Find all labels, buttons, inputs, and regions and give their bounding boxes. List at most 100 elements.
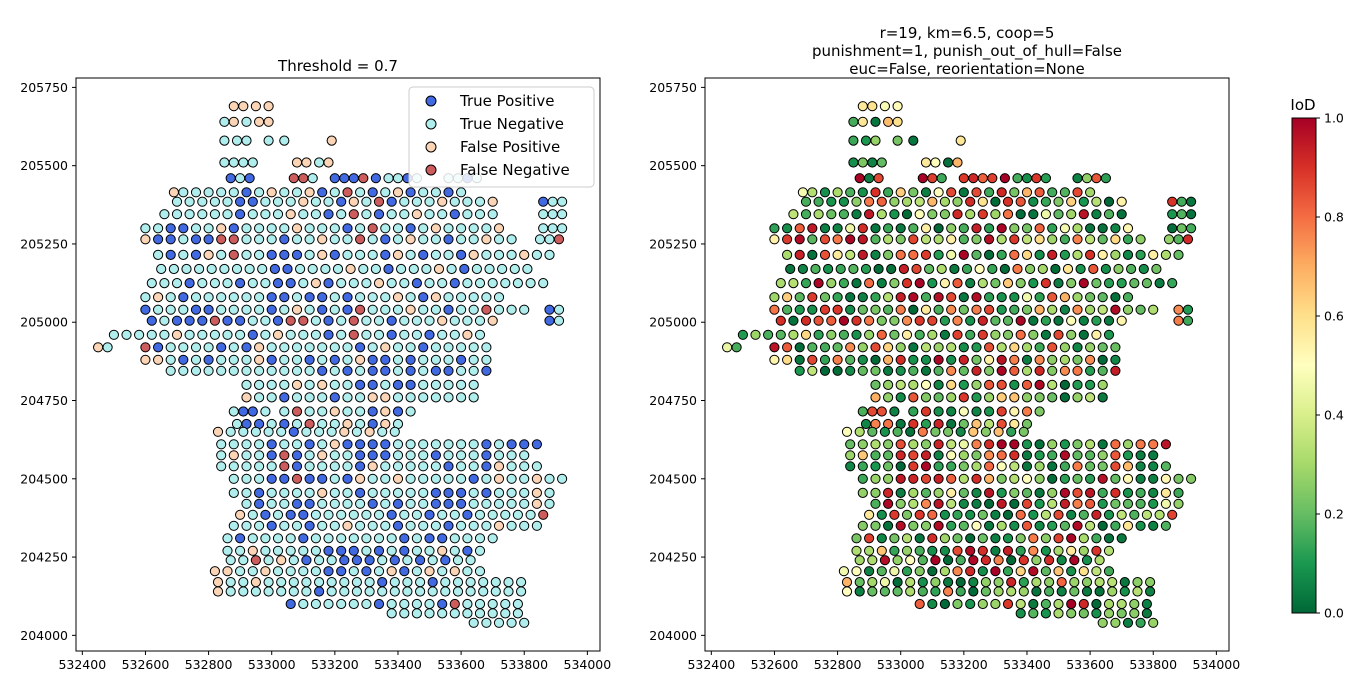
iod-point (860, 135, 872, 146)
point-true-negative (216, 365, 227, 376)
iod-point (876, 406, 887, 417)
iod-point (1072, 223, 1083, 234)
iod-point (933, 439, 944, 450)
iod-point (819, 304, 831, 315)
point-true-negative (449, 608, 460, 619)
iod-point (1015, 196, 1026, 207)
point-true-negative (361, 545, 372, 556)
right-xtick-label: 533000 (877, 657, 925, 672)
point-true-negative (519, 520, 530, 531)
iod-point (857, 304, 868, 315)
point-true-positive (339, 555, 350, 566)
point-true-negative (228, 406, 239, 417)
point-true-negative (216, 249, 227, 260)
iod-point (1173, 304, 1184, 315)
iod-point (782, 304, 793, 315)
iod-point (769, 292, 780, 303)
point-true-negative (468, 234, 479, 245)
point-true-negative (474, 315, 486, 326)
iod-point (965, 209, 976, 220)
point-true-negative (291, 187, 303, 198)
point-true-negative (342, 249, 353, 260)
point-true-positive (355, 342, 366, 353)
right-ytick-label: 204250 (649, 550, 697, 565)
point-true-positive (443, 487, 454, 498)
point-true-negative (291, 365, 303, 376)
iod-point (819, 292, 831, 303)
point-true-positive (279, 292, 290, 303)
iod-point (1078, 209, 1089, 220)
iod-point (901, 545, 913, 556)
point-true-negative (367, 473, 378, 484)
iod-point (908, 450, 919, 461)
iod-point (1097, 461, 1108, 472)
point-true-negative (348, 278, 359, 289)
point-false-negative (449, 598, 460, 610)
iod-point (946, 187, 957, 198)
point-true-negative (456, 392, 467, 403)
iod-point (1167, 509, 1178, 520)
point-true-negative (392, 439, 404, 450)
point-true-negative (254, 234, 265, 245)
point-true-negative (329, 498, 340, 509)
point-true-negative (418, 487, 429, 498)
point-true-negative (355, 392, 366, 403)
colorbar-tick-label: 0.6 (1324, 309, 1344, 324)
point-true-positive (254, 487, 265, 498)
point-true-negative (241, 473, 252, 484)
iod-point (1040, 209, 1052, 220)
point-false-positive (254, 116, 265, 127)
point-true-negative (263, 577, 274, 588)
iod-point (845, 292, 856, 303)
point-true-negative (405, 498, 416, 509)
point-true-positive (392, 520, 404, 531)
iod-point (807, 304, 818, 315)
right-xtick-label: 532800 (814, 657, 862, 672)
iod-point (1040, 196, 1052, 207)
point-true-positive (430, 487, 441, 498)
point-true-negative (373, 533, 385, 544)
iod-point (927, 545, 938, 556)
point-true-negative (219, 157, 230, 168)
iod-point (927, 566, 938, 577)
iod-point (1072, 234, 1083, 245)
iod-point (1040, 566, 1052, 577)
iod-point (1135, 249, 1146, 260)
iod-point (958, 187, 969, 198)
iod-point (914, 196, 925, 207)
left-xtick-label: 533600 (437, 657, 485, 672)
iod-point (1103, 329, 1115, 340)
point-true-negative (310, 329, 321, 340)
point-true-negative (329, 379, 340, 390)
iod-point (867, 586, 878, 597)
iod-point (819, 342, 831, 353)
point-true-negative (171, 196, 183, 207)
point-true-negative (260, 196, 271, 207)
point-true-positive (386, 315, 397, 326)
point-true-negative (361, 209, 372, 220)
iod-point (1091, 533, 1102, 544)
point-true-negative (522, 263, 533, 275)
iod-point (845, 461, 856, 472)
point-true-negative (456, 379, 467, 390)
right-ytick-label: 204000 (649, 628, 697, 643)
iod-point (901, 196, 913, 207)
iod-point (930, 586, 941, 597)
point-true-positive (266, 292, 277, 303)
iod-point (1021, 365, 1033, 376)
point-true-negative (329, 520, 340, 531)
point-true-negative (216, 450, 227, 461)
iod-point (971, 304, 982, 315)
iod-point (984, 365, 995, 376)
iod-point (870, 249, 881, 260)
iod-point (952, 509, 963, 520)
point-false-positive (392, 473, 404, 484)
iod-point (920, 304, 932, 315)
point-true-negative (298, 278, 309, 289)
iod-point (958, 304, 969, 315)
iod-point (901, 566, 913, 577)
point-true-negative (474, 509, 486, 520)
iod-point (943, 555, 954, 566)
iod-point (1021, 392, 1033, 403)
point-true-negative (279, 379, 290, 390)
